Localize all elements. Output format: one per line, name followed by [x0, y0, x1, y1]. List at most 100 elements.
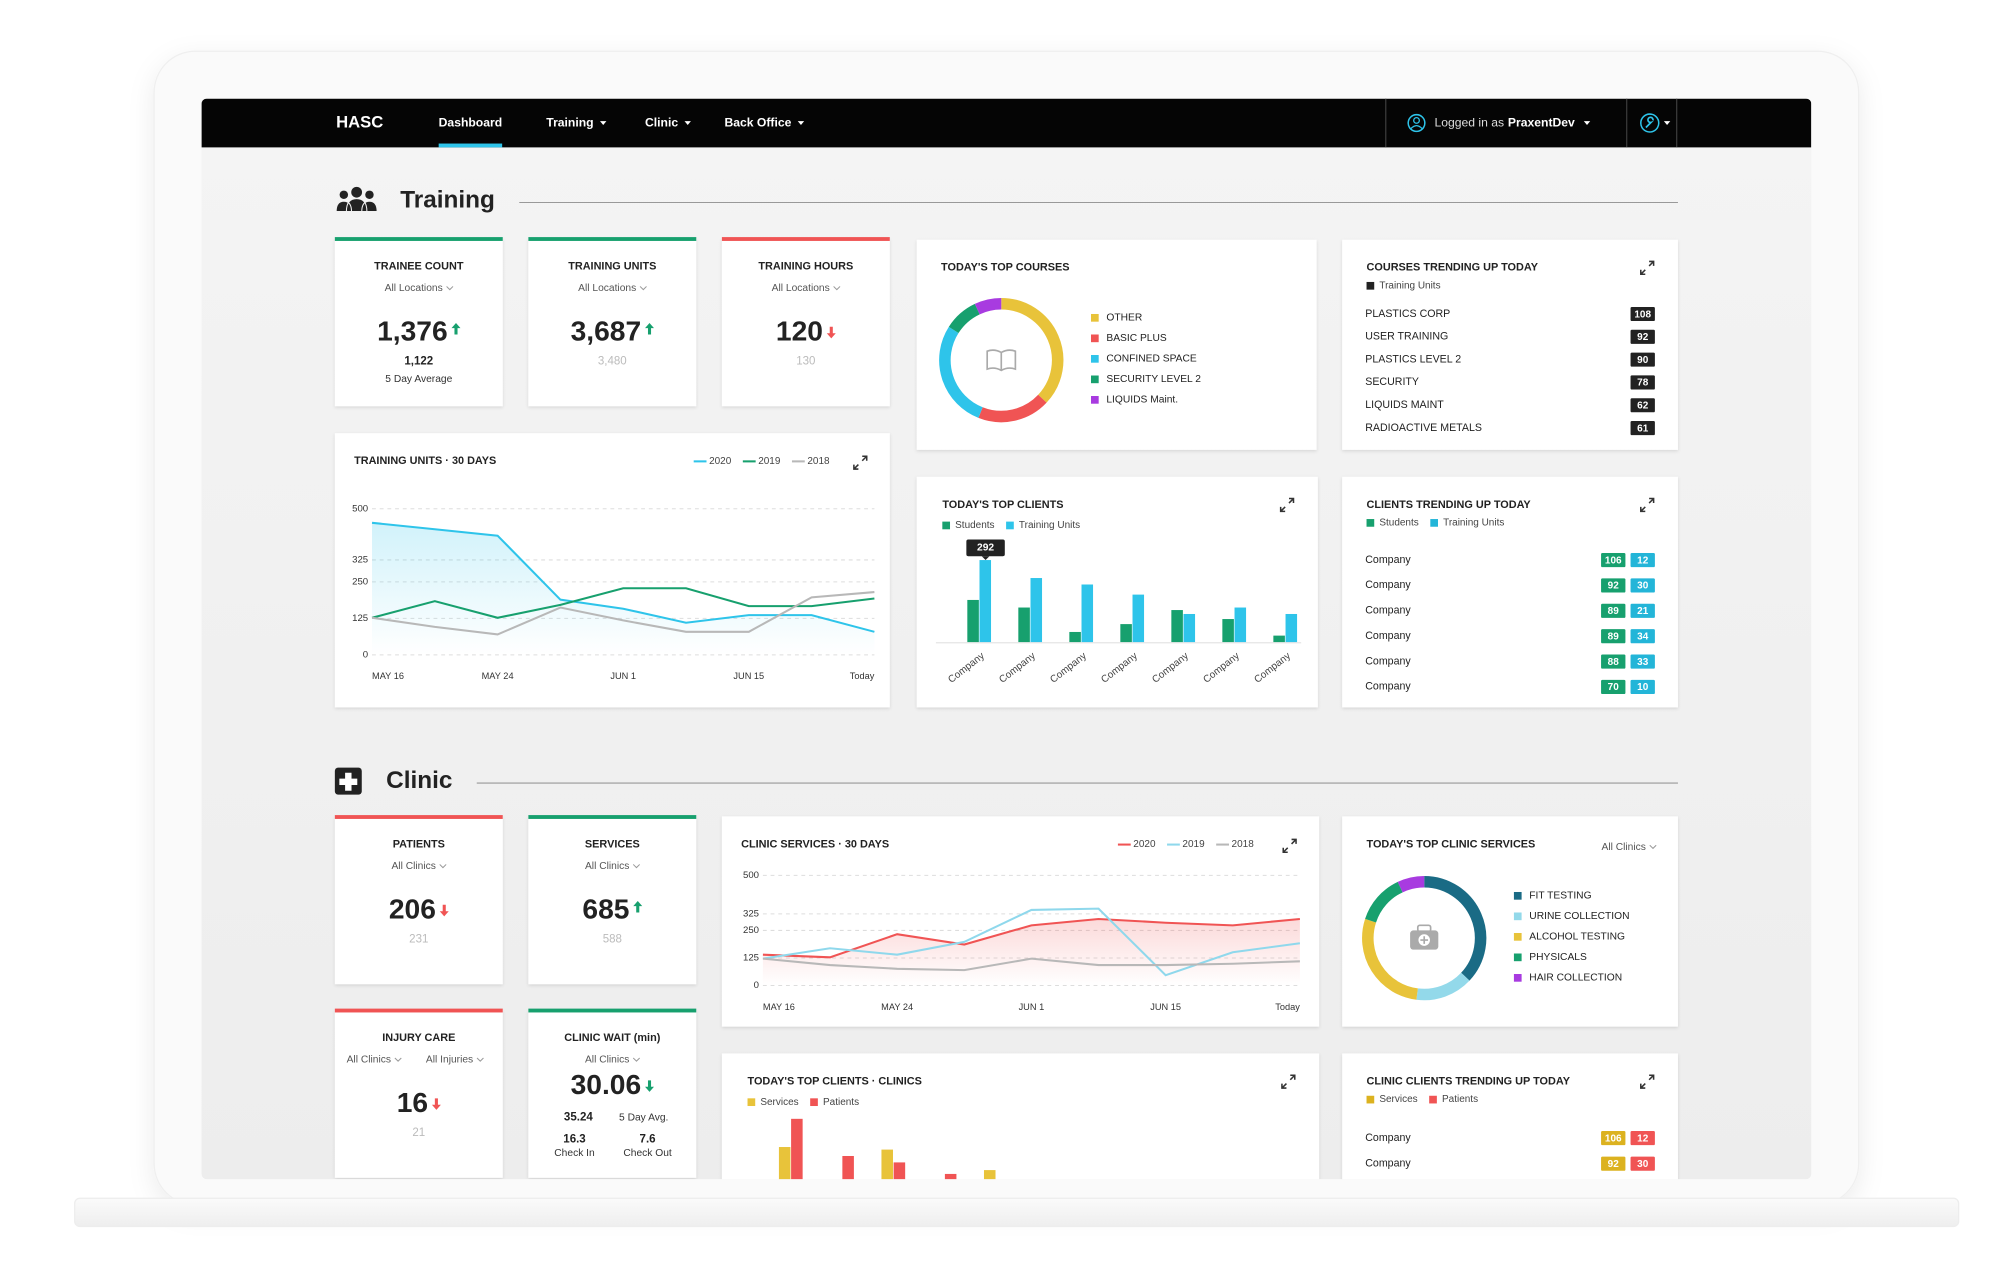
legend-label: Services [760, 1097, 798, 1108]
row-label: Company [1365, 579, 1411, 591]
legend-label: ALCOHOL TESTING [1529, 932, 1625, 943]
legend-label: PHYSICALS [1529, 952, 1587, 963]
x-tick-label: JUN 15 [1150, 1002, 1181, 1012]
nav-item[interactable]: Clinic [645, 115, 678, 129]
row-label: Company [1365, 1132, 1411, 1144]
nav-item[interactable]: Dashboard [439, 115, 503, 129]
badge-value: 30 [1637, 1159, 1649, 1170]
kpi-title: CLINIC WAIT (min) [564, 1032, 660, 1044]
badge-value: 78 [1637, 378, 1649, 389]
expand-icon[interactable] [1282, 838, 1297, 854]
donut-segment [948, 303, 980, 334]
tooltip-pointer [981, 556, 990, 561]
chevron [394, 1057, 402, 1062]
donut-segment [1365, 881, 1403, 923]
list-title: CLIENTS TRENDING UP TODAY [1367, 499, 1532, 511]
row-label: PLASTICS CORP [1365, 308, 1450, 320]
kpi-filter[interactable]: All Clinics [585, 1055, 629, 1066]
kpi-title: TRAINEE COUNT [374, 260, 464, 272]
x-tick-label: Today [850, 671, 875, 681]
settings-wrench [1645, 116, 1654, 129]
bar [842, 1155, 854, 1180]
y-tick-label: 250 [743, 925, 759, 936]
bar [1132, 594, 1145, 643]
badge-value: 62 [1637, 401, 1649, 412]
badge-value: 10 [1637, 682, 1649, 693]
legend-label: Training Units [1019, 520, 1080, 531]
y-tick-label: 125 [743, 953, 759, 964]
kpi-detail-label: Check In [554, 1148, 595, 1159]
card-accent [528, 1008, 697, 1013]
kpi-value: 685 [582, 893, 629, 925]
series-line [371, 591, 875, 636]
caret [684, 121, 691, 125]
user-name[interactable]: PraxentDev [1508, 115, 1575, 129]
donut-segment [978, 394, 1047, 423]
badge [1630, 375, 1655, 390]
expand-icon[interactable] [1640, 497, 1655, 513]
bar [1069, 631, 1081, 643]
x-tick-label: JUN 1 [1019, 1002, 1045, 1012]
section-title: Clinic [386, 767, 452, 794]
kpi-filter[interactable]: All Clinics [391, 861, 435, 872]
row-label: Company [1365, 554, 1411, 566]
badge [1601, 654, 1626, 669]
kpi-filter[interactable]: All Clinics [585, 861, 629, 872]
legend-label: URINE COLLECTION [1529, 911, 1629, 922]
kpi-value: 16 [397, 1086, 428, 1118]
x-tick-label: MAY 16 [763, 1002, 795, 1012]
legend-label: 2019 [1182, 839, 1205, 850]
kpi-value: 30.06 [571, 1068, 642, 1100]
nav-item[interactable]: Training [546, 115, 593, 129]
chart-title: CLINIC SERVICES · 30 DAYS [741, 838, 889, 850]
badge-value: 90 [1637, 355, 1649, 366]
kpi-average-label: 5 Day Average [385, 374, 452, 385]
chart-filter[interactable]: All Clinics [1601, 842, 1645, 853]
kpi-title: PATIENTS [393, 838, 445, 850]
kpi-detail-value: 16.3 [563, 1133, 585, 1145]
y-tick-label: 0 [754, 980, 759, 991]
expand-icon[interactable] [1640, 260, 1655, 276]
legend-swatch [1513, 932, 1522, 941]
y-tick-label: 500 [743, 870, 759, 881]
bar [778, 1147, 791, 1180]
series-line [762, 957, 1300, 972]
user-icon-head [1413, 117, 1420, 124]
nav-item[interactable]: Back Office [724, 115, 791, 129]
kpi-filter[interactable]: All Locations [385, 283, 443, 294]
badge-value: 106 [1605, 555, 1622, 566]
donut-segment [1362, 918, 1419, 1000]
kpi-previous: 231 [409, 933, 428, 945]
settings-icon[interactable] [1640, 113, 1660, 133]
legend-label: 2018 [1232, 839, 1255, 850]
expand-icon[interactable] [1279, 497, 1295, 513]
trend-arrow [439, 904, 449, 917]
kpi-previous: 588 [603, 933, 622, 945]
kpi-filter[interactable]: All Clinics [347, 1055, 391, 1066]
caret [1663, 121, 1671, 125]
kpi-value: 120 [776, 315, 823, 347]
legend-swatch [1513, 953, 1522, 962]
bar [967, 599, 979, 643]
legend-label: Patients [823, 1097, 859, 1108]
donut-segment [1416, 972, 1470, 1001]
expand-icon[interactable] [1281, 1074, 1296, 1089]
kpi-filter[interactable]: All Locations [772, 283, 830, 294]
legend-swatch [1513, 891, 1522, 900]
card-accent [721, 237, 890, 241]
legend-swatch [1090, 396, 1099, 404]
kpi-filter[interactable]: All Locations [578, 283, 636, 294]
kpi-filter[interactable]: All Injuries [426, 1055, 473, 1066]
badge-value: 21 [1637, 606, 1649, 617]
x-tick-label: Today [1275, 1002, 1300, 1012]
card-accent [528, 237, 697, 241]
legend-label: Training Units [1443, 518, 1504, 529]
row-label: Company [1365, 630, 1411, 642]
row-label: Company [1365, 605, 1411, 617]
card [721, 1053, 1320, 1180]
expand-icon[interactable] [853, 455, 868, 470]
badge [1601, 1131, 1626, 1146]
expand-icon[interactable] [1640, 1074, 1655, 1089]
badge [1601, 603, 1626, 618]
chart-title: TODAY'S TOP CLIENTS · CLINICS [748, 1076, 922, 1088]
